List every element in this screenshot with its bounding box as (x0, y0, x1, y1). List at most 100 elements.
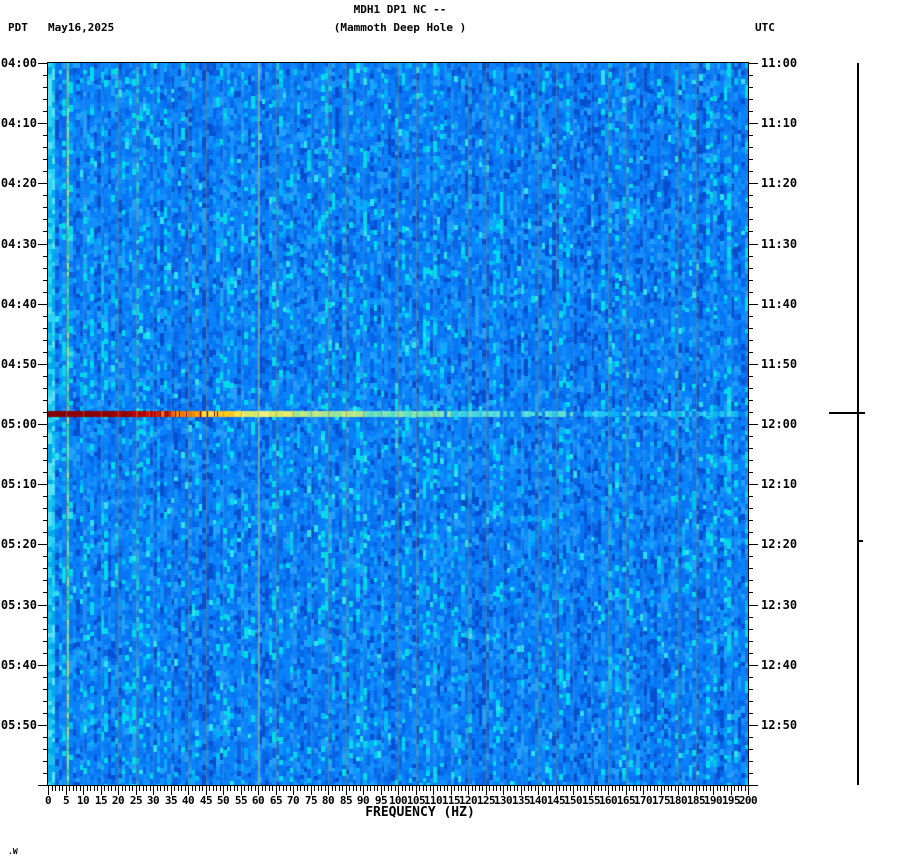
x-tick-label: 195 (721, 794, 741, 807)
y-tick-left (43, 472, 48, 473)
x-tick (300, 786, 301, 791)
x-tick (150, 786, 151, 791)
scale-minor-mark (859, 540, 863, 542)
y-tick-right (748, 292, 753, 293)
y-tick-label-right: 11:40 (761, 297, 798, 311)
x-tick (479, 786, 480, 791)
x-tick (703, 786, 704, 791)
y-tick-right (748, 665, 758, 666)
x-tick (538, 786, 539, 795)
x-tick (314, 786, 315, 791)
y-tick-right (748, 496, 753, 497)
x-tick-label: 160 (598, 794, 618, 807)
x-tick (360, 786, 361, 791)
x-tick (52, 786, 53, 791)
y-tick-left (43, 195, 48, 196)
x-tick (377, 786, 378, 791)
y-tick-left (43, 99, 48, 100)
x-tick (412, 786, 413, 791)
x-tick (605, 786, 606, 791)
y-tick-left (43, 352, 48, 353)
x-tick-label: 155 (581, 794, 601, 807)
x-tick-label: 130 (493, 794, 513, 807)
x-tick (391, 786, 392, 791)
x-tick (731, 786, 732, 795)
y-tick-right (748, 280, 753, 281)
x-tick (251, 786, 252, 791)
x-tick-label: 90 (356, 794, 370, 807)
y-tick-right (748, 171, 753, 172)
y-tick-right (748, 761, 753, 762)
x-tick (514, 786, 515, 791)
x-tick (500, 786, 501, 791)
x-tick (496, 786, 497, 791)
y-tick-right (748, 773, 753, 774)
x-tick-label: 75 (304, 794, 318, 807)
y-tick-left (43, 111, 48, 112)
y-tick-left (43, 496, 48, 497)
x-tick (339, 786, 340, 791)
y-tick-right (748, 484, 758, 485)
x-tick (370, 786, 371, 791)
y-tick-label-right: 11:00 (761, 56, 798, 70)
y-tick-left (43, 159, 48, 160)
y-tick-left (43, 460, 48, 461)
x-tick-label: 125 (476, 794, 496, 807)
y-tick-right (748, 63, 758, 64)
x-tick (531, 786, 532, 791)
x-tick (223, 786, 224, 795)
x-tick (580, 786, 581, 791)
x-tick (661, 786, 662, 795)
x-tick (59, 786, 60, 791)
x-tick (290, 786, 291, 791)
x-tick (241, 786, 242, 795)
footer-watermark: .W (8, 847, 18, 856)
x-tick-label: 100 (388, 794, 408, 807)
x-tick (286, 786, 287, 791)
y-tick-right (748, 75, 753, 76)
event-amplitude-mark (829, 412, 865, 414)
y-tick-right (748, 653, 753, 654)
x-tick (535, 786, 536, 791)
y-tick-left (38, 484, 48, 485)
x-tick (545, 786, 546, 791)
x-tick (584, 786, 585, 791)
x-tick-label: 95 (374, 794, 388, 807)
x-tick-label: 120 (458, 794, 478, 807)
amplitude-scale-line (857, 63, 859, 785)
x-tick (458, 786, 459, 791)
x-tick (136, 786, 137, 795)
x-tick-label: 55 (234, 794, 248, 807)
x-tick (234, 786, 235, 791)
y-tick-left (43, 219, 48, 220)
x-tick (629, 786, 630, 791)
x-tick (97, 786, 98, 791)
x-tick (475, 786, 476, 791)
x-tick (353, 786, 354, 791)
x-tick (671, 786, 672, 791)
x-tick (328, 786, 329, 795)
x-tick (489, 786, 490, 791)
x-tick-label: 20 (111, 794, 125, 807)
x-tick (566, 786, 567, 791)
y-tick-label-left: 04:00 (0, 56, 37, 70)
y-tick-label-right: 12:10 (761, 477, 798, 491)
y-tick-label-right: 11:20 (761, 176, 798, 190)
y-tick-left (38, 183, 48, 184)
y-tick-left (38, 123, 48, 124)
y-tick-left (43, 761, 48, 762)
y-tick-right (748, 472, 753, 473)
x-tick (111, 786, 112, 791)
x-tick (643, 786, 644, 795)
x-tick (139, 786, 140, 791)
x-tick (570, 786, 571, 791)
y-tick-right (748, 135, 753, 136)
x-tick (209, 786, 210, 791)
x-tick-label: 200 (738, 794, 758, 807)
x-tick (185, 786, 186, 791)
x-tick (706, 786, 707, 791)
x-tick (262, 786, 263, 791)
x-tick (713, 786, 714, 795)
x-tick (164, 786, 165, 791)
x-tick (734, 786, 735, 791)
